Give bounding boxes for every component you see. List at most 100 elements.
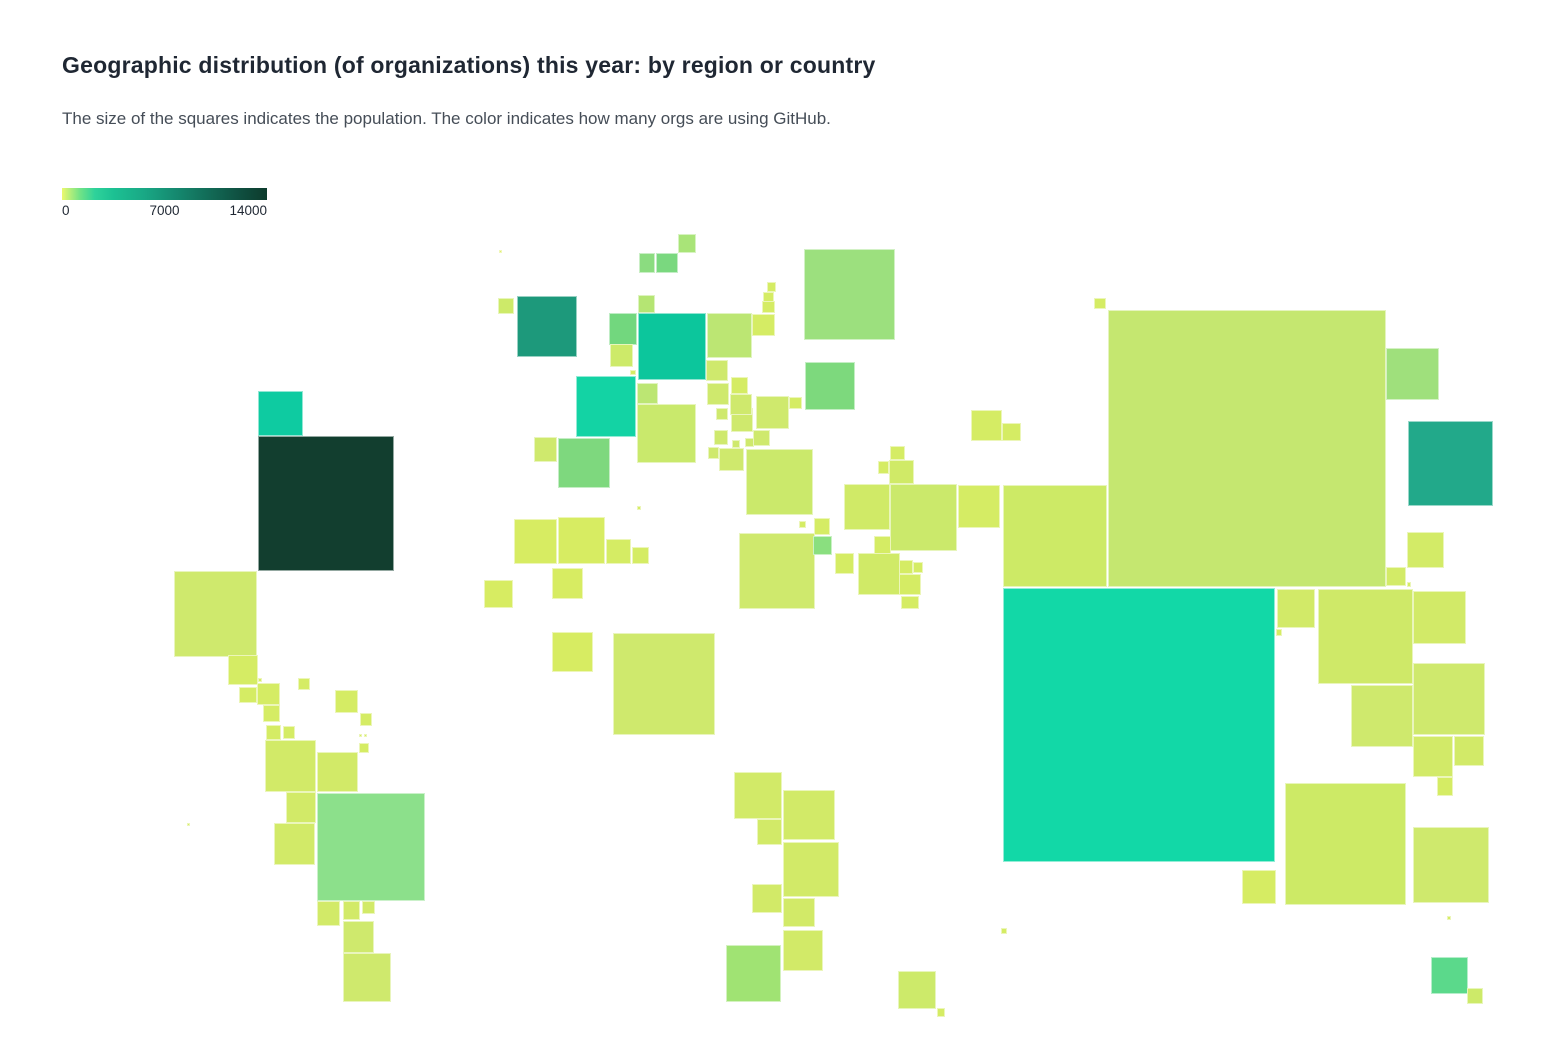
map-square[interactable] — [752, 884, 782, 913]
map-square[interactable] — [958, 485, 1000, 528]
map-square[interactable] — [274, 823, 315, 865]
map-square[interactable] — [799, 521, 806, 528]
map-square[interactable] — [1003, 588, 1275, 862]
map-square[interactable] — [757, 819, 782, 845]
map-square[interactable] — [1277, 589, 1315, 628]
map-square[interactable] — [266, 725, 281, 740]
map-square[interactable] — [609, 313, 637, 345]
map-square[interactable] — [1386, 567, 1406, 586]
map-square[interactable] — [1108, 310, 1386, 587]
map-square[interactable] — [343, 901, 360, 920]
map-square[interactable] — [263, 705, 280, 722]
map-square[interactable] — [613, 633, 715, 735]
map-square[interactable] — [1351, 685, 1413, 747]
map-square[interactable] — [707, 313, 752, 358]
map-square[interactable] — [632, 547, 649, 564]
map-square[interactable] — [552, 568, 583, 599]
map-square[interactable] — [265, 740, 316, 792]
map-square[interactable] — [1413, 827, 1489, 903]
map-square[interactable] — [889, 460, 914, 484]
map-square[interactable] — [552, 632, 593, 672]
map-square[interactable] — [1242, 870, 1276, 904]
map-square[interactable] — [844, 484, 890, 530]
map-square[interactable] — [656, 253, 678, 273]
map-square[interactable] — [763, 292, 774, 302]
map-square[interactable] — [343, 921, 374, 953]
map-square[interactable] — [1447, 916, 1451, 920]
map-square[interactable] — [514, 519, 557, 564]
map-square[interactable] — [558, 517, 605, 564]
map-square[interactable] — [898, 971, 936, 1009]
map-square[interactable] — [746, 449, 813, 515]
map-square[interactable] — [558, 438, 610, 488]
map-square[interactable] — [343, 953, 391, 1002]
map-square[interactable] — [708, 447, 719, 459]
map-square[interactable] — [576, 376, 636, 437]
map-square[interactable] — [638, 295, 655, 313]
map-square[interactable] — [639, 253, 655, 273]
map-square[interactable] — [317, 752, 358, 792]
map-square[interactable] — [1003, 485, 1107, 587]
map-square[interactable] — [257, 683, 280, 705]
map-square[interactable] — [606, 539, 631, 564]
map-square[interactable] — [1407, 532, 1444, 568]
map-square[interactable] — [878, 461, 889, 474]
map-square[interactable] — [756, 396, 789, 429]
map-square[interactable] — [499, 250, 502, 253]
map-square[interactable] — [1408, 421, 1493, 506]
map-square[interactable] — [734, 772, 782, 819]
map-square[interactable] — [1431, 957, 1468, 994]
map-square[interactable] — [317, 901, 340, 926]
map-square[interactable] — [1454, 736, 1484, 766]
map-square[interactable] — [753, 430, 770, 446]
map-square[interactable] — [732, 440, 740, 448]
map-square[interactable] — [362, 901, 375, 914]
map-square[interactable] — [1001, 928, 1007, 934]
map-square[interactable] — [638, 313, 706, 380]
map-square[interactable] — [364, 734, 367, 737]
map-square[interactable] — [498, 298, 514, 314]
map-square[interactable] — [731, 377, 748, 394]
map-square[interactable] — [899, 574, 921, 595]
map-square[interactable] — [707, 383, 729, 405]
map-square[interactable] — [1285, 783, 1406, 905]
map-square[interactable] — [835, 553, 854, 574]
map-square[interactable] — [804, 249, 895, 340]
map-square[interactable] — [714, 430, 728, 445]
map-square[interactable] — [890, 484, 957, 551]
map-square[interactable] — [971, 410, 1002, 441]
map-square[interactable] — [813, 536, 832, 555]
map-square[interactable] — [899, 560, 913, 574]
map-square[interactable] — [752, 314, 775, 336]
map-square[interactable] — [360, 713, 372, 726]
map-square[interactable] — [637, 506, 641, 510]
map-square[interactable] — [730, 394, 752, 415]
map-square[interactable] — [783, 842, 839, 897]
map-square[interactable] — [286, 792, 316, 823]
map-square[interactable] — [174, 571, 257, 657]
map-square[interactable] — [239, 687, 257, 703]
map-square[interactable] — [630, 370, 636, 375]
map-square[interactable] — [901, 596, 919, 609]
map-square[interactable] — [858, 553, 900, 595]
map-square[interactable] — [637, 404, 696, 463]
map-square[interactable] — [534, 437, 557, 462]
map-square[interactable] — [187, 823, 190, 826]
map-square[interactable] — [359, 743, 369, 753]
map-square[interactable] — [745, 438, 754, 447]
map-square[interactable] — [1094, 298, 1106, 309]
map-square[interactable] — [335, 690, 358, 713]
map-square[interactable] — [783, 930, 823, 971]
map-square[interactable] — [1407, 582, 1411, 587]
map-square[interactable] — [1318, 589, 1413, 684]
map-square[interactable] — [814, 518, 830, 535]
map-square[interactable] — [283, 726, 295, 739]
map-square[interactable] — [913, 562, 923, 573]
map-square[interactable] — [1386, 348, 1439, 400]
map-square[interactable] — [805, 362, 855, 410]
map-square[interactable] — [762, 301, 775, 313]
map-square[interactable] — [874, 536, 891, 554]
map-square[interactable] — [890, 446, 905, 460]
map-square[interactable] — [610, 344, 633, 367]
map-square[interactable] — [1002, 423, 1021, 441]
